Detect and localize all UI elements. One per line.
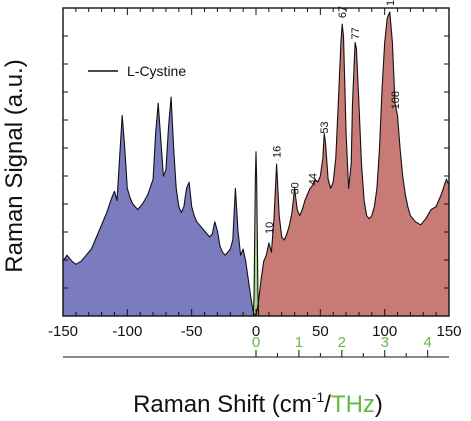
legend-label: L-Cystine — [127, 63, 186, 79]
x-tick-label: 50 — [312, 323, 329, 340]
peak-label: 30 — [290, 182, 302, 194]
x-tick-label: 0 — [252, 323, 260, 340]
x-axis-title: Raman Shift (cm-1/THz) — [133, 389, 383, 418]
x-tick-label: 150 — [436, 323, 461, 340]
x-axis-title-superscript: -1 — [312, 389, 325, 405]
peak-label: 67 — [337, 6, 349, 18]
legend: L-Cystine — [88, 63, 186, 79]
x-ticks — [62, 8, 450, 316]
x-axis-title-thz: THz — [331, 391, 375, 418]
x-axis-title-prefix: Raman Shift (cm — [133, 391, 312, 418]
peak-label: 16 — [272, 146, 284, 158]
x-tick-label: -50 — [181, 323, 203, 340]
peak-label: 108 — [390, 91, 402, 109]
x-tick-label: -150 — [48, 323, 78, 340]
thz-tick-labels: 0 1 2 3 4 — [252, 334, 432, 351]
peak-label: 77 — [350, 27, 362, 39]
stokes-area — [256, 12, 449, 316]
peak-label: 10 — [264, 222, 276, 234]
x-tick-labels: -150 -100 -50 0 50 100 150 — [48, 323, 462, 340]
peak-label: 53 — [319, 121, 331, 133]
rayleigh-line — [252, 151, 260, 317]
thz-tick-label: 0 — [252, 334, 260, 351]
thz-tick-label: 1 — [295, 334, 303, 351]
anti-stokes-area — [63, 97, 256, 316]
thz-ticks — [255, 350, 429, 357]
y-axis-title: Raman Signal (a.u.) — [1, 59, 28, 272]
x-tick-label: 100 — [372, 323, 397, 340]
stokes-line — [255, 11, 450, 317]
thz-tick-label: 3 — [381, 334, 389, 351]
x-tick-label: -100 — [112, 323, 142, 340]
peak-label: 104 — [385, 0, 397, 6]
x-axis-title-separator: / — [324, 391, 331, 418]
plot-lines — [62, 11, 450, 317]
anti-stokes-line — [62, 96, 257, 317]
thz-tick-label: 2 — [338, 334, 346, 351]
peak-label: 44 — [308, 173, 320, 185]
y-ticks — [63, 35, 449, 289]
x-axis-title-suffix: ) — [375, 391, 383, 418]
thz-tick-label: 4 — [424, 334, 432, 351]
